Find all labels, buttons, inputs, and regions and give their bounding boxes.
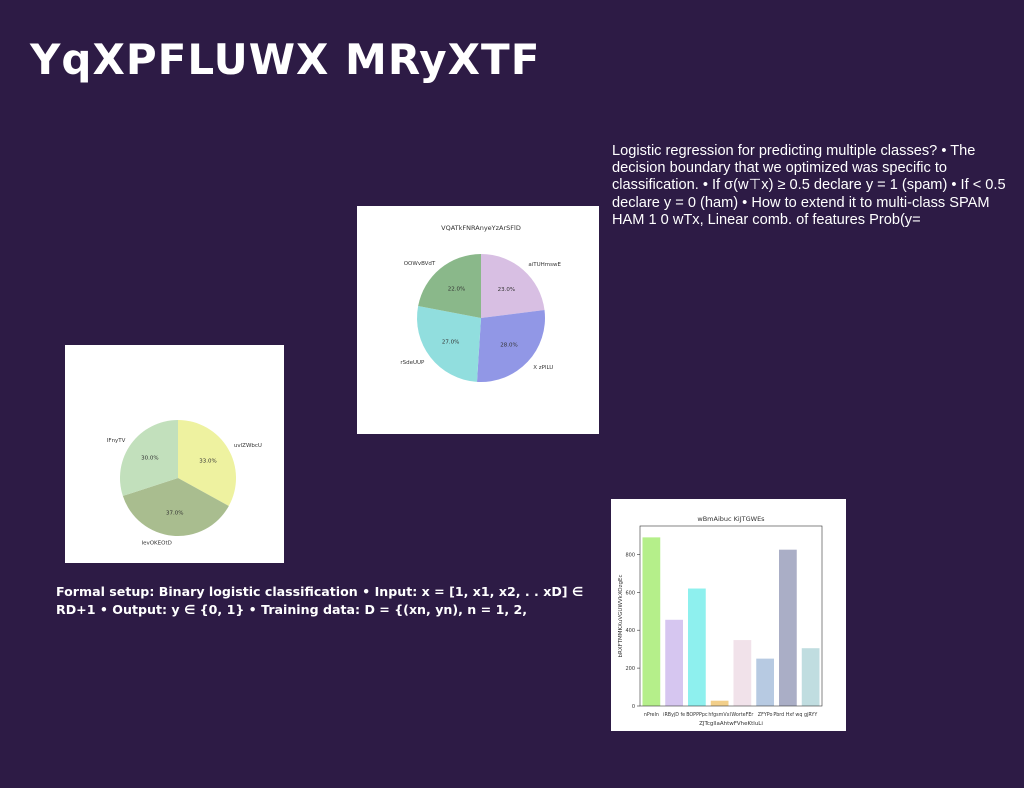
pie2-label-0: aiTUHmswE — [528, 262, 561, 268]
bar-y-tick-label-2: 400 — [625, 628, 635, 634]
pie1-slice-1 — [122, 478, 229, 536]
body-text-left: Formal setup: Binary logistic classifica… — [56, 584, 584, 617]
pie1-pct-label-0: 33.0% — [199, 458, 216, 464]
bar-y-tick-label-0: 0 — [632, 704, 635, 710]
slide-title: YqXPFLUWX MRyXTF — [30, 35, 541, 84]
pie-chart-1: 33.0% uvlZWbcU 37.0% IevOKEOtD 30.0% IFnyTV — [107, 420, 262, 547]
bar-chart-title: wBmAibuc KiJTGWEs — [697, 515, 765, 523]
bar-x-axis-label: ZJTcgllaAhtwFVheKtluLi — [699, 721, 763, 727]
bar-0 — [642, 537, 661, 706]
bar-x-tick-label-3: hfgsmVxI — [708, 712, 730, 718]
bar-5 — [756, 658, 774, 706]
bar-x-tick-label-2: BOPPPpc — [686, 712, 708, 718]
bar-7 — [801, 648, 820, 706]
bar-y-tick-label-4: 800 — [625, 552, 635, 558]
pie1-label-2: IFnyTV — [107, 438, 126, 444]
pie2-pct-label-2: 27.0% — [442, 340, 459, 346]
bar-3 — [710, 700, 729, 706]
bar-chart-panel: wBmAibuc KiJTGWEs nPreIn iRByjD fe BOPPPpc h… — [611, 499, 846, 731]
bar-x-tick-label-5: ZFYPo — [758, 712, 773, 718]
pie2-label-3: OOWvBVdT — [404, 261, 436, 267]
bar-x-tick-label-6: Pbrd Hxf wq — [773, 712, 802, 718]
bar-y-tick-label-1: 200 — [625, 666, 635, 672]
bar-x-tick-label-4: WorteFEr — [731, 712, 753, 718]
pie1-pct-label-1: 37.0% — [166, 511, 183, 517]
bar-y-axis-label: bRXFTMMKXuVGUWVkXOzgEc — [618, 575, 624, 658]
pie-chart-1-panel: 33.0% uvlZWbcU 37.0% IevOKEOtD 30.0% IFnyTV — [65, 345, 284, 563]
pie1-slice-2 — [120, 420, 178, 496]
bar-y-tick-label-3: 600 — [625, 590, 635, 596]
body-text-right: Logistic regression for predicting multi… — [612, 143, 1006, 228]
pie2-pct-label-0: 23.0% — [498, 287, 515, 293]
bar-x-tick-label-7: gjRYY — [804, 712, 817, 718]
bar-1 — [665, 619, 683, 706]
bar-2 — [688, 588, 706, 706]
pie-chart-2: VQATkFNRAnyeYzArSFlD 23.0% aiTUHmswE 28.0% X… — [400, 224, 562, 382]
bar-4 — [733, 640, 752, 706]
pie2-slice-1 — [476, 309, 545, 382]
pie1-pct-label-2: 30.0% — [141, 456, 158, 462]
pie2-label-2: rSdeUUP — [400, 360, 425, 366]
pie2-pct-label-1: 28.0% — [500, 342, 517, 348]
bar-x-tick-label-1: iRByjD fe — [663, 712, 685, 718]
pie2-title: VQATkFNRAnyeYzArSFlD — [441, 224, 521, 232]
pie2-slice-3 — [418, 254, 481, 318]
pie1-slice-0 — [178, 420, 236, 506]
bar-axes-frame — [639, 525, 823, 707]
pie2-pct-label-3: 22.0% — [448, 286, 465, 292]
pie2-slice-0 — [481, 254, 545, 318]
pie-chart-2-panel: VQATkFNRAnyeYzArSFlD 23.0% aiTUHmswE 28.0% X… — [357, 206, 599, 434]
pie2-slice-2 — [417, 306, 481, 382]
bar-chart: wBmAibuc KiJTGWEs nPreIn iRByjD fe BOPPPpc h… — [618, 515, 823, 727]
bar-6 — [779, 549, 797, 706]
pie1-label-1: IevOKEOtD — [141, 541, 171, 547]
pie2-label-1: X zPlLU — [533, 365, 553, 371]
bar-x-tick-label-0: nPreIn — [644, 712, 659, 718]
pie1-label-0: uvlZWbcU — [234, 443, 262, 449]
